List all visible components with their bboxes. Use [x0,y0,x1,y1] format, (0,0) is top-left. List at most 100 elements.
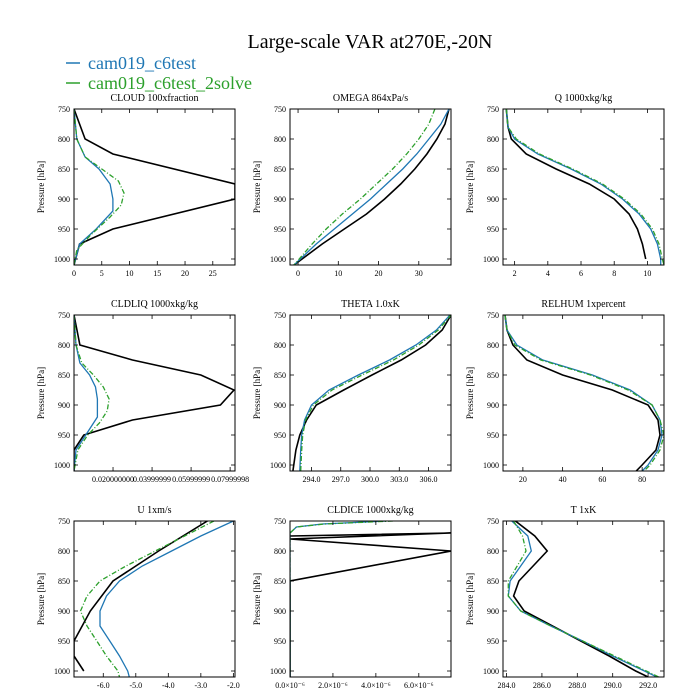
y-tick-label: 750 [274,517,286,526]
x-tick-label: 0.0×10⁻⁶ [275,681,305,690]
x-tick-label: -6.0 [97,681,110,690]
panel-title: T 1xK [571,505,597,516]
y-axis-label: Pressure [hPa] [36,161,46,213]
series-line-black [504,315,661,471]
y-tick-label: 1000 [483,667,499,676]
x-tick-label: 290.0 [604,681,622,690]
y-tick-label: 950 [274,225,286,234]
y-tick-label: 900 [274,195,286,204]
x-tick-label: 15 [153,269,161,278]
y-tick-label: 800 [487,547,499,556]
panel-3: Q 1000xkg/kg Pressure [hPa] 750 800 850 900 95… [465,93,665,278]
panel-5: THETA 1.0xK Pressure [hPa] 750 800 850 900 950… [252,299,452,484]
y-tick-label: 750 [58,105,70,114]
y-tick-label: 750 [487,311,499,320]
panel-2: OMEGA 864xPa/s Pressure [hPa] 750 800 850 900… [252,93,452,278]
x-tick-label: 0 [296,269,300,278]
series-line-blue [505,109,662,265]
y-axis-label: Pressure [hPa] [36,367,46,419]
plot-frame [289,314,452,472]
x-tick-label: 306.0 [420,475,438,484]
series-line-green [507,521,659,677]
plot-frame [73,108,236,266]
series-line-green [79,521,215,677]
y-tick-label: 900 [487,401,499,410]
series-line-green [300,315,451,471]
series-line-black [74,109,235,265]
legend: cam019_c6test cam019_c6test_2solve [66,53,252,93]
x-tick-label: 0 [72,269,76,278]
series-line-black [290,532,451,677]
x-tick-label: 25 [209,269,217,278]
y-tick-label: 900 [487,195,499,204]
y-tick-label: 1000 [54,667,70,676]
y-tick-label: 800 [58,135,70,144]
plot-frame [289,520,452,678]
series-line-green [293,109,436,265]
x-tick-label: -3.0 [195,681,208,690]
y-tick-label: 850 [58,577,70,586]
x-tick-label: 20 [375,269,383,278]
y-tick-label: 900 [58,195,70,204]
y-tick-label: 800 [274,341,286,350]
y-axis-label: Pressure [hPa] [252,161,262,213]
series-line-green [74,109,125,265]
panel-7: U 1xm/s Pressure [hPa] 750 800 850 900 950 1000… [36,505,240,690]
x-tick-label: 60 [598,475,606,484]
y-tick-label: 750 [274,311,286,320]
y-tick-label: 900 [274,401,286,410]
panel-4: CLDLIQ 1000xkg/kg Pressure [hPa] 750 800 850… [36,299,249,484]
plot-frame [502,520,665,678]
series-line-blue [74,109,114,265]
y-axis-label: Pressure [hPa] [465,161,475,213]
y-tick-label: 800 [274,135,286,144]
x-tick-label: 294.0 [302,475,320,484]
panel-title: CLDICE 1000xkg/kg [327,505,413,516]
y-tick-label: 800 [58,341,70,350]
y-tick-label: 750 [58,311,70,320]
y-tick-label: 850 [487,371,499,380]
y-tick-label: 750 [274,105,286,114]
y-tick-label: 750 [58,517,70,526]
series-line-green [504,315,664,471]
y-tick-label: 1000 [270,667,286,676]
x-tick-label: 284.0 [498,681,516,690]
x-tick-label: 286.0 [533,681,551,690]
series-line-black [74,521,208,672]
plot-frame [502,314,665,472]
x-tick-label: 6 [579,269,583,278]
y-tick-label: 950 [58,637,70,646]
y-tick-label: 900 [487,607,499,616]
panel-6: RELHUM 1xpercent Pressure [hPa] 750 800 850 9… [465,299,665,484]
panel-9: T 1xK Pressure [hPa] 750 800 850 900 950 1000 28… [465,505,665,690]
series-line-black [74,315,235,471]
x-tick-label: 80 [638,475,646,484]
y-tick-label: 800 [487,341,499,350]
panel-title: OMEGA 864xPa/s [333,93,408,104]
y-tick-label: 850 [58,371,70,380]
panel-title: Q 1000xkg/kg [555,93,613,104]
plot-frame [73,314,236,472]
series-line-blue [290,521,387,677]
series-line-blue [293,109,450,265]
x-tick-label: -2.0 [227,681,240,690]
plot-frame [502,108,665,266]
x-tick-label: 2.0×10⁻⁶ [318,681,348,690]
x-tick-label: 2 [513,269,517,278]
x-tick-label: 10 [643,269,651,278]
y-tick-label: 1000 [483,255,499,264]
y-axis-label: Pressure [hPa] [465,573,475,625]
panel-title: CLOUD 100xfraction [110,93,198,104]
series-line-blue [299,315,451,471]
y-tick-label: 850 [274,165,286,174]
panel-title: CLDLIQ 1000xkg/kg [111,299,198,310]
x-tick-label: 4 [546,269,550,278]
y-tick-label: 950 [487,431,499,440]
y-axis-label: Pressure [hPa] [252,573,262,625]
series-line-blue [507,521,658,677]
x-tick-label: 30 [415,269,423,278]
y-tick-label: 900 [274,607,286,616]
y-tick-label: 900 [58,401,70,410]
x-tick-label: -5.0 [129,681,142,690]
